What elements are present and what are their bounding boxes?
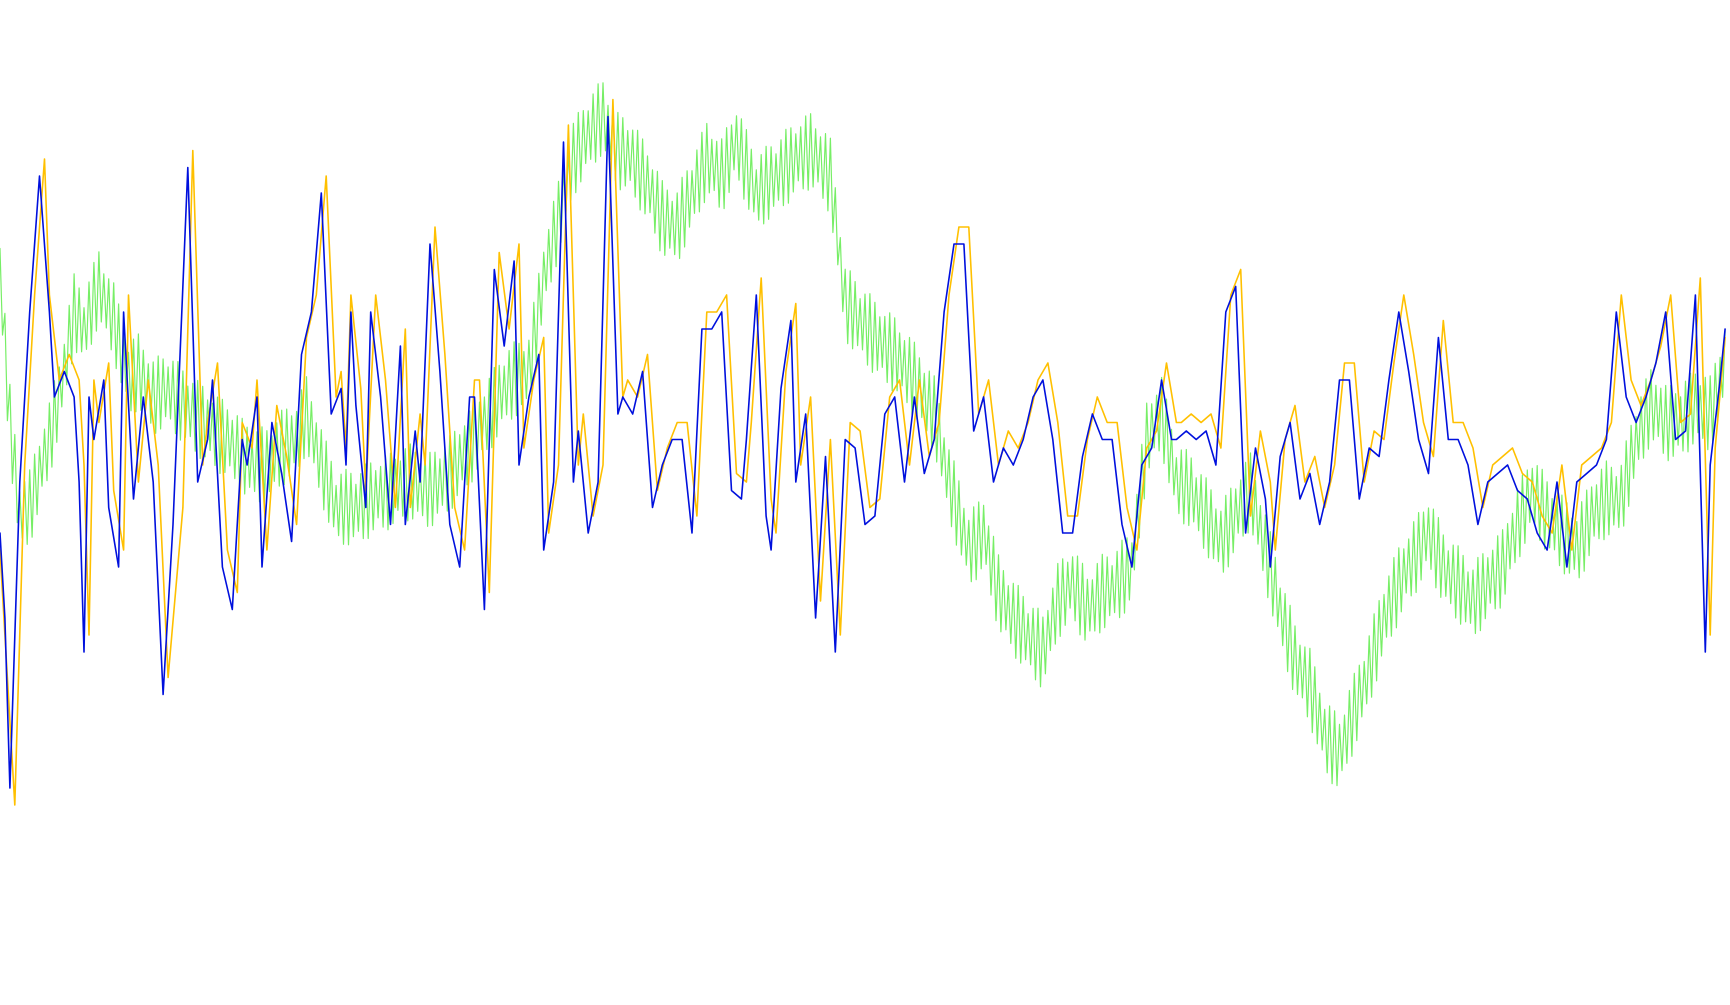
series-line-1	[0, 82, 1726, 787]
plot-area	[0, 82, 1726, 806]
series-line-2	[0, 98, 1726, 806]
series-line-3	[0, 115, 1726, 789]
